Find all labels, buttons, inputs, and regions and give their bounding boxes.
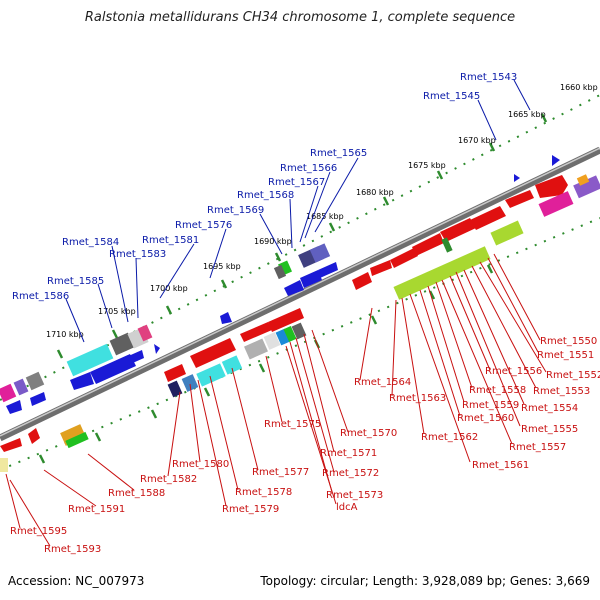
gene-label-rmet-1553: Rmet_1553 — [533, 386, 590, 397]
gene-label-rmet-1581: Rmet_1581 — [142, 235, 199, 246]
gene-label-rmet-1564: Rmet_1564 — [354, 377, 411, 388]
gene-label-rmet-1591: Rmet_1591 — [68, 504, 125, 515]
gene-label-rmet-1562: Rmet_1562 — [421, 432, 478, 443]
scale-label-1710: 1710 kbp — [46, 330, 84, 339]
gene-label-rmet-1565: Rmet_1565 — [310, 148, 367, 159]
scale-label-1660: 1660 kbp — [560, 83, 598, 92]
gene-label-rmet-1576: Rmet_1576 — [175, 220, 232, 231]
gene-label-rmet-1557: Rmet_1557 — [509, 442, 566, 453]
gene-label-rmet-1555: Rmet_1555 — [521, 424, 578, 435]
reverse-strand-genes — [0, 174, 600, 472]
gene-label-rmet-1595: Rmet_1595 — [10, 526, 67, 537]
scale-labels: 1660 kbp 1665 kbp 1670 kbp 1675 kbp 1680… — [46, 83, 598, 339]
scale-label-1685: 1685 kbp — [306, 212, 344, 221]
scale-label-1700: 1700 kbp — [150, 284, 188, 293]
gene-label-ldca: ldcA — [336, 502, 358, 513]
gene-label-rmet-1582: Rmet_1582 — [140, 474, 197, 485]
gene-label-rmet-1560: Rmet_1560 — [457, 413, 514, 424]
scale-label-1680: 1680 kbp — [356, 188, 394, 197]
chromosome-backbone — [0, 146, 600, 442]
gene-label-rmet-1593: Rmet_1593 — [44, 544, 101, 555]
gene-label-rmet-1545: Rmet_1545 — [423, 91, 480, 102]
gene-label-rmet-1572: Rmet_1572 — [322, 468, 379, 479]
inner-major-ticks — [38, 264, 494, 464]
gene-label-rmet-1579: Rmet_1579 — [222, 504, 279, 515]
gene-label-rmet-1561: Rmet_1561 — [472, 460, 529, 471]
gene-label-rmet-1580: Rmet_1580 — [172, 459, 229, 470]
gene-label-rmet-1586: Rmet_1586 — [12, 291, 69, 302]
outer-scale-track — [0, 94, 600, 401]
bottom-gene-labels: Rmet_1550 Rmet_1551 Rmet_1552 Rmet_1553 … — [10, 336, 600, 555]
gene-label-rmet-1554: Rmet_1554 — [521, 403, 578, 414]
gene-label-rmet-1578: Rmet_1578 — [235, 487, 292, 498]
gene-label-rmet-1575: Rmet_1575 — [264, 419, 321, 430]
gene-label-rmet-1563: Rmet_1563 — [389, 393, 446, 404]
top-gene-labels: Rmet_1543 Rmet_1545 Rmet_1565 Rmet_1566 … — [12, 72, 517, 302]
scale-label-1705: 1705 kbp — [98, 307, 136, 316]
gene-label-rmet-1583: Rmet_1583 — [109, 249, 166, 260]
gene-label-rmet-1570: Rmet_1570 — [340, 428, 397, 439]
gene-label-rmet-1573: Rmet_1573 — [326, 490, 383, 501]
scale-label-1665: 1665 kbp — [508, 110, 546, 119]
forward-strand-genes — [0, 155, 560, 414]
gene-label-rmet-1543: Rmet_1543 — [460, 72, 517, 83]
gene-label-rmet-1559: Rmet_1559 — [462, 400, 519, 411]
topology-summary: Topology: circular; Length: 3,928,089 bp… — [260, 574, 590, 588]
scale-label-1695: 1695 kbp — [203, 262, 241, 271]
gene-label-rmet-1556: Rmet_1556 — [485, 366, 542, 377]
gene-label-rmet-1588: Rmet_1588 — [108, 488, 165, 499]
gene-label-rmet-1558: Rmet_1558 — [469, 385, 526, 396]
scale-label-1675: 1675 kbp — [408, 161, 446, 170]
gene-label-rmet-1567: Rmet_1567 — [268, 177, 325, 188]
scale-label-1670: 1670 kbp — [458, 136, 496, 145]
scale-label-1690: 1690 kbp — [254, 237, 292, 246]
map-title: Ralstonia metallidurans CH34 chromosome … — [84, 10, 516, 25]
gene-label-rmet-1552: Rmet_1552 — [546, 370, 600, 381]
gene-label-rmet-1551: Rmet_1551 — [537, 350, 594, 361]
gene-label-rmet-1585: Rmet_1585 — [47, 276, 104, 287]
accession-text: Accession: NC_007973 — [8, 574, 145, 588]
gene-label-rmet-1569: Rmet_1569 — [207, 205, 264, 216]
gene-label-rmet-1550: Rmet_1550 — [540, 336, 597, 347]
gene-label-rmet-1584: Rmet_1584 — [62, 237, 119, 248]
gene-label-rmet-1571: Rmet_1571 — [320, 448, 377, 459]
gene-label-rmet-1566: Rmet_1566 — [280, 163, 337, 174]
bottom-leader-lines — [5, 253, 547, 547]
top-leader-lines — [65, 79, 531, 343]
gene-label-rmet-1568: Rmet_1568 — [237, 190, 294, 201]
outer-major-ticks — [56, 113, 548, 359]
gene-label-rmet-1577: Rmet_1577 — [252, 467, 309, 478]
